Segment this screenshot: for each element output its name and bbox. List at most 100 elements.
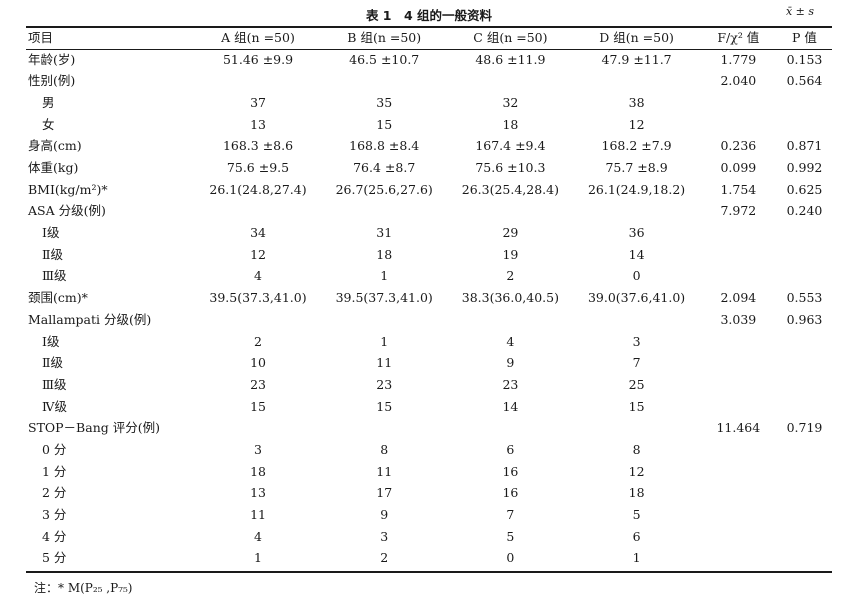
cell-group-c: 75.6 ±10.3 [475, 160, 546, 176]
header-row: 项目 A 组(n =50) B 组(n =50) C 组(n =50) D 组(… [26, 28, 832, 49]
cell-group-b: 35 [376, 94, 393, 110]
cell-group-a: 18 [250, 463, 266, 479]
cell-p-value: 0.963 [786, 311, 823, 327]
cell-group-c: 14 [502, 398, 519, 414]
row-label: ASA 分级(例) [28, 203, 106, 219]
row-label: 5 分 [42, 550, 67, 566]
cell-p-value [777, 244, 832, 266]
cell-group-d: 18 [628, 485, 645, 501]
cell-group-c [447, 201, 573, 223]
cell-group-a: 168.3 ±8.6 [222, 138, 294, 154]
cell-group-d: 7 [632, 355, 641, 371]
cell-group-b: 1 [380, 268, 389, 284]
cell-group-a: 3 [254, 441, 262, 457]
cell-group-d: 12 [628, 463, 645, 479]
cell-group-a: 2 [254, 333, 262, 349]
table-row: STOP－Bang 评分(例) 11.464 0.719 [26, 418, 832, 440]
table-body: 年龄(岁) 51.46 ±9.9 46.5 ±10.7 48.6 ±11.9 47.9 … [26, 49, 832, 570]
cell-group-c: 16 [502, 485, 519, 501]
table-row: Mallampati 分级(例) 3.039 0.963 [26, 309, 832, 331]
cell-group-d: 0 [632, 268, 641, 284]
cell-group-b: 168.8 ±8.4 [349, 138, 420, 154]
cell-f-value [700, 92, 777, 114]
row-label: 0 分 [42, 441, 67, 457]
header-group-a: A 组(n =50) [221, 30, 295, 46]
table-row: Ⅱ级 10 11 9 7 [26, 353, 832, 375]
cell-group-a: 1 [254, 550, 262, 566]
cell-group-a [195, 201, 321, 223]
table-row: Ⅲ级 4 1 2 0 [26, 266, 832, 288]
cell-group-c [447, 309, 573, 331]
cell-p-value [777, 92, 832, 114]
cell-p-value [777, 223, 832, 245]
table-row: ASA 分级(例) 7.972 0.240 [26, 201, 832, 223]
cell-group-b: 23 [376, 376, 393, 392]
cell-p-value [777, 374, 832, 396]
cell-group-c: 7 [506, 507, 515, 523]
cell-f-value: 7.972 [720, 203, 757, 219]
row-label: 身高(cm) [28, 138, 82, 154]
cell-p-value [777, 548, 832, 570]
cell-p-value [777, 461, 832, 483]
cell-group-b: 15 [376, 116, 393, 132]
table-row: Ⅲ级 23 23 23 25 [26, 374, 832, 396]
cell-p-value [777, 439, 832, 461]
cell-f-value [700, 266, 777, 288]
cell-group-c: 32 [502, 94, 519, 110]
cell-group-c: 29 [502, 225, 519, 241]
cell-group-c: 5 [506, 528, 515, 544]
stat-format: x̄ ± s [785, 5, 814, 18]
cell-p-value: 0.871 [786, 138, 823, 154]
cell-f-value [700, 548, 777, 570]
cell-group-a: 75.6 ±9.5 [226, 160, 290, 176]
cell-group-a: 13 [250, 116, 266, 132]
cell-p-value [777, 353, 832, 375]
table-row: 5 分 1 2 0 1 [26, 548, 832, 570]
row-label: Ⅱ级 [42, 355, 63, 371]
cell-group-d: 25 [628, 376, 645, 392]
table-title: 表 1 4 组的一般资料 [365, 8, 493, 23]
cell-group-a: 15 [250, 398, 266, 414]
cell-group-b: 1 [380, 333, 389, 349]
table-row: 4 分 4 3 5 6 [26, 526, 832, 548]
cell-group-a [195, 71, 321, 93]
cell-group-c: 19 [502, 246, 519, 262]
cell-group-b: 2 [380, 550, 389, 566]
table-row: 性别(例) 2.040 0.564 [26, 71, 832, 93]
cell-group-b: 17 [376, 485, 393, 501]
row-label: 4 分 [42, 528, 67, 544]
cell-group-a [195, 309, 321, 331]
bottom-rule [26, 571, 832, 573]
row-label: Ⅱ级 [42, 246, 63, 262]
cell-f-value: 2.040 [720, 73, 757, 89]
cell-group-c: 26.3(25.4,28.4) [461, 181, 559, 197]
cell-group-d [573, 418, 699, 440]
cell-group-b: 3 [380, 528, 389, 544]
cell-f-value [700, 353, 777, 375]
cell-group-c: 4 [506, 333, 515, 349]
table-row: Ⅰ级 2 1 4 3 [26, 331, 832, 353]
cell-group-b [321, 309, 447, 331]
cell-group-b: 9 [380, 507, 389, 523]
cell-group-d: 8 [632, 441, 641, 457]
row-label: Ⅰ级 [42, 333, 60, 349]
cell-group-d: 168.2 ±7.9 [601, 138, 672, 154]
cell-group-b: 46.5 ±10.7 [349, 51, 420, 67]
table-row: 3 分 11 9 7 5 [26, 504, 832, 526]
cell-group-c: 167.4 ±9.4 [475, 138, 546, 154]
header-rule [26, 49, 832, 50]
header-item: 项目 [28, 30, 54, 46]
table-note: 注：* M(P₂₅ ,P₇₅) [34, 581, 133, 595]
cell-group-d [573, 71, 699, 93]
cell-f-value: 3.039 [720, 311, 757, 327]
cell-f-value: 2.094 [720, 290, 757, 306]
cell-p-value: 0.719 [786, 420, 823, 436]
cell-group-d: 3 [632, 333, 641, 349]
cell-group-a: 11 [250, 507, 266, 523]
cell-group-d: 26.1(24.9,18.2) [587, 181, 686, 197]
cell-group-b [321, 71, 447, 93]
row-label: 男 [42, 94, 55, 110]
header-p-value: P 值 [792, 30, 817, 46]
cell-p-value [777, 526, 832, 548]
cell-group-a: 10 [250, 355, 266, 371]
